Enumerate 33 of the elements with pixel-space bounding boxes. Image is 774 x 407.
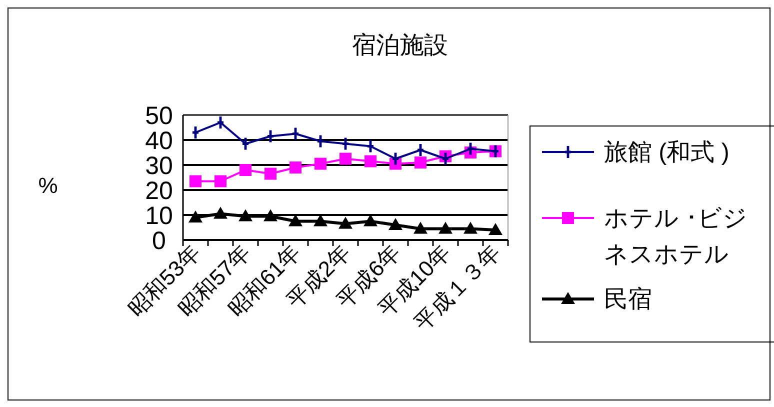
point (190, 175, 202, 188)
point (314, 214, 328, 226)
legend-label: ホテル ･ビジネスホテル (604, 205, 748, 268)
legend-label: 民宿 (604, 286, 652, 313)
point (240, 164, 252, 176)
y-tick-label: 10 (145, 202, 173, 230)
point (264, 168, 276, 180)
point (414, 156, 426, 168)
point (264, 209, 278, 222)
point (340, 152, 352, 165)
point (388, 218, 402, 230)
point (290, 162, 302, 174)
point (414, 222, 428, 234)
y-tick-label: 20 (145, 177, 173, 205)
point (364, 214, 378, 226)
y-tick-label: 40 (145, 127, 173, 155)
point (364, 155, 376, 168)
point (214, 175, 226, 188)
y-tick-label: 0 (152, 227, 166, 255)
y-tick-label: 50 (145, 102, 173, 130)
point (464, 222, 478, 234)
legend-label: 旅館 (和式 ) (604, 139, 730, 166)
chart-title: 宿泊施設 (352, 32, 448, 59)
point (488, 223, 502, 235)
point (438, 222, 452, 234)
point (188, 210, 202, 222)
point (288, 214, 302, 226)
y-axis-title: % (38, 173, 58, 198)
point (314, 158, 326, 170)
y-tick-label: 30 (145, 152, 173, 180)
point (214, 206, 228, 219)
point (338, 216, 352, 229)
point (238, 209, 252, 222)
